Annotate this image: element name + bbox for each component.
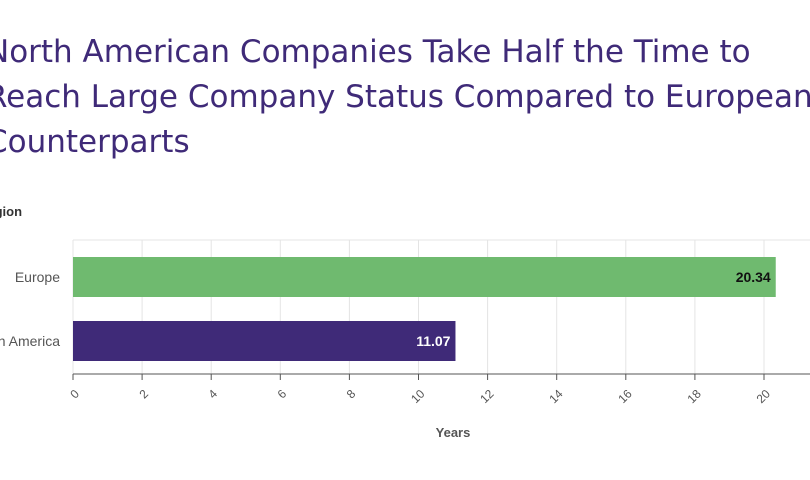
data-label: 20.34 (736, 269, 771, 285)
data-label: 11.07 (416, 333, 450, 349)
bars: 20.34 11.07 (73, 257, 776, 361)
x-tick-label: 4 (206, 386, 221, 401)
bar-north-america (73, 321, 456, 361)
bar-europe (73, 257, 776, 297)
category-label: North America (0, 333, 60, 349)
x-tick-label: 12 (477, 386, 497, 406)
x-tick-label: 8 (344, 386, 359, 401)
x-tick-label: 16 (615, 386, 635, 406)
x-tick-label: 20 (754, 386, 774, 406)
y-axis-title: Region (0, 204, 23, 219)
x-tick-label: 18 (685, 386, 705, 406)
x-tick-label: 14 (546, 386, 566, 406)
x-tick-label: 10 (408, 386, 428, 406)
x-tick-label: 2 (136, 386, 151, 401)
x-tick-label: 0 (67, 386, 82, 401)
category-label: Europe (15, 269, 60, 285)
x-tick-label: 6 (275, 386, 290, 401)
x-axis-title: Years (436, 425, 471, 440)
chart-title: North American Companies Take Half the T… (0, 34, 810, 160)
